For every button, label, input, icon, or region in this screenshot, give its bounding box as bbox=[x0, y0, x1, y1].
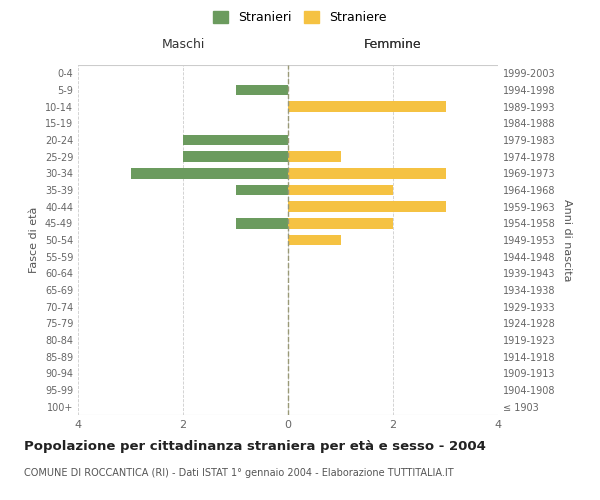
Bar bbox=[288, 218, 393, 229]
Bar bbox=[235, 184, 288, 196]
Text: Femmine: Femmine bbox=[364, 38, 422, 51]
Bar bbox=[288, 184, 393, 196]
Bar bbox=[288, 234, 341, 246]
Bar bbox=[130, 168, 288, 179]
Text: COMUNE DI ROCCANTICA (RI) - Dati ISTAT 1° gennaio 2004 - Elaborazione TUTTITALIA: COMUNE DI ROCCANTICA (RI) - Dati ISTAT 1… bbox=[24, 468, 454, 477]
Bar bbox=[183, 151, 288, 162]
Bar bbox=[235, 84, 288, 96]
Text: Femmine: Femmine bbox=[364, 38, 422, 51]
Legend: Stranieri, Straniere: Stranieri, Straniere bbox=[213, 11, 387, 24]
Bar bbox=[288, 101, 445, 112]
Text: Popolazione per cittadinanza straniera per età e sesso - 2004: Popolazione per cittadinanza straniera p… bbox=[24, 440, 486, 453]
Bar bbox=[288, 201, 445, 212]
Y-axis label: Anni di nascita: Anni di nascita bbox=[562, 198, 572, 281]
Bar bbox=[288, 151, 341, 162]
Bar bbox=[235, 218, 288, 229]
Bar bbox=[288, 168, 445, 179]
Text: Maschi: Maschi bbox=[161, 38, 205, 51]
Bar bbox=[183, 134, 288, 145]
Y-axis label: Fasce di età: Fasce di età bbox=[29, 207, 39, 273]
